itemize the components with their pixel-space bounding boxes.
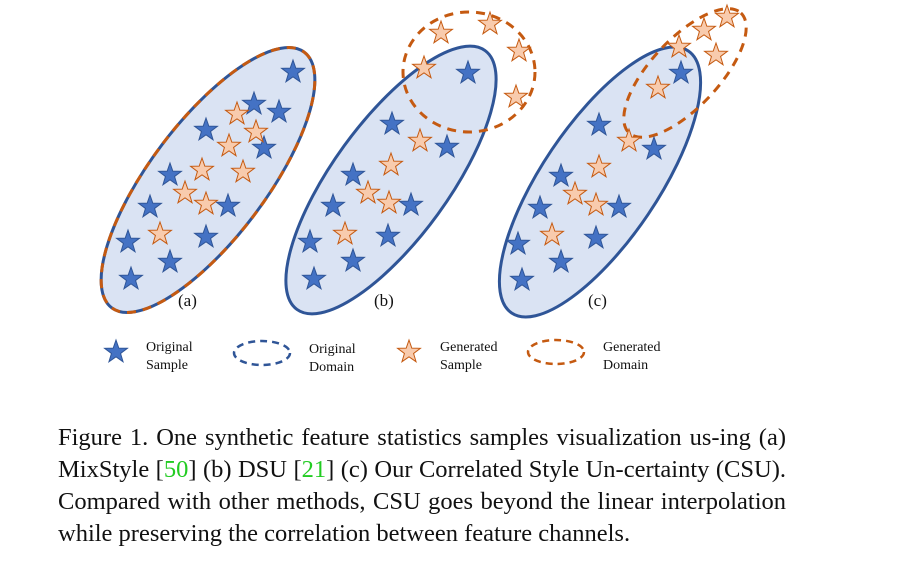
legend: Original Sample Original Domain Generate…: [104, 338, 661, 375]
panel-label-a: (a): [178, 291, 197, 310]
figure-diagram: (a) (b): [99, 4, 748, 375]
generated-domain-ellipse-c: [622, 7, 748, 139]
legend-original-sample-line1: Original: [146, 340, 193, 355]
legend-original-domain-line2: Domain: [309, 360, 354, 375]
panel-label-b: (b): [374, 291, 394, 310]
legend-generated-sample-line1: Generated: [440, 340, 498, 355]
panel-label-c: (c): [588, 291, 607, 310]
panel-c: (c): [497, 4, 748, 319]
legend-original-domain-line1: Original: [309, 342, 356, 357]
legend-original-sample-icon: [104, 339, 128, 363]
legend-generated-sample-icon: [397, 339, 421, 363]
legend-generated-domain-line2: Domain: [603, 358, 648, 373]
original-domain-ellipse-b: [284, 44, 498, 316]
generated-domain-ellipse-b: [401, 10, 537, 134]
caption-text-3: ] (c) Our Correlated Style Un-certainty …: [58, 456, 786, 547]
original-domain-ellipse-c: [497, 45, 703, 319]
panel-a: (a): [99, 46, 317, 314]
legend-original-sample-line2: Sample: [146, 358, 188, 373]
legend-generated-domain-line1: Generated: [603, 340, 661, 355]
legend-generated-sample-line2: Sample: [440, 358, 482, 373]
caption-text-2: ] (b) DSU [: [188, 456, 302, 483]
legend-generated-domain-icon: [526, 338, 586, 366]
figure-caption: Figure 1. One synthetic feature statisti…: [58, 422, 786, 550]
caption-text-1: Figure 1. One synthetic feature statisti…: [58, 424, 786, 483]
generated-domain-ellipse-a: [99, 46, 317, 314]
citation-link-21[interactable]: 21: [301, 456, 327, 483]
citation-link-50[interactable]: 50: [163, 456, 189, 483]
legend-original-domain-icon: [232, 339, 292, 367]
panel-b: (b): [284, 10, 537, 316]
